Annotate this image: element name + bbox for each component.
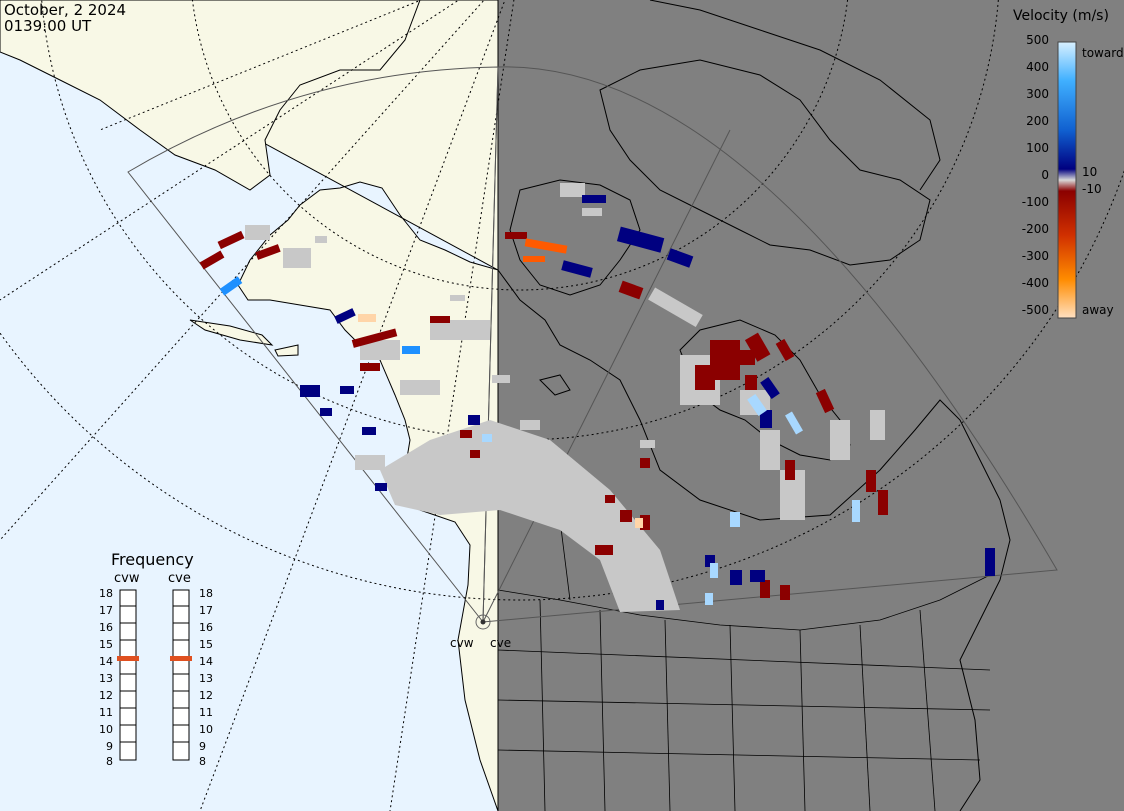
radar-label-cve: cve — [490, 636, 511, 650]
velocity-away-mid — [523, 238, 568, 262]
velocity-legend: Velocity (m/s) 500 400 300 200 100 0 -10… — [1013, 8, 1124, 319]
frequency-tick: 12 — [99, 689, 113, 702]
frequency-radar-cve: cve — [168, 571, 191, 586]
frequency-tick: 8 — [199, 755, 206, 768]
velocity-tick: 0 — [1041, 168, 1049, 182]
frequency-tick: 11 — [99, 706, 113, 719]
frequency-tick: 15 — [99, 638, 113, 651]
frequency-tick: 14 — [199, 655, 213, 668]
radar-sites: cvw cve — [450, 614, 511, 650]
frequency-scale-cvw — [119, 589, 137, 761]
velocity-tick: -300 — [1022, 249, 1049, 263]
frequency-tick: 13 — [99, 672, 113, 685]
velocity-tick: 200 — [1026, 114, 1049, 128]
velocity-tick: 300 — [1026, 87, 1049, 101]
frequency-tick: 15 — [199, 638, 213, 651]
velocity-toward-dark — [300, 195, 995, 610]
frequency-tick: 17 — [99, 604, 113, 617]
frequency-marker-cvw — [117, 656, 139, 661]
velocity-away-dark — [199, 230, 888, 600]
frequency-tick: 12 — [199, 689, 213, 702]
frequency-tick: 10 — [199, 723, 213, 736]
velocity-near-zero-pos: 10 — [1082, 165, 1097, 179]
velocity-away-light — [358, 314, 643, 528]
frequency-panel: Frequency cvw cve 18 17 16 15 14 13 12 1… — [99, 550, 213, 768]
radar-site-marker — [480, 619, 486, 625]
velocity-tick: 500 — [1026, 33, 1049, 47]
velocity-tick: -500 — [1022, 303, 1049, 317]
frequency-tick: 18 — [99, 587, 113, 600]
frequency-tick: 17 — [199, 604, 213, 617]
political-boundaries — [497, 519, 991, 811]
velocity-tick: 400 — [1026, 60, 1049, 74]
map-time: 0139:00 UT — [4, 17, 92, 35]
velocity-colorbar — [1057, 41, 1077, 319]
radar-fov — [127, 66, 1058, 624]
radar-label-cvw: cvw — [450, 636, 474, 650]
velocity-away-label: away — [1082, 303, 1114, 317]
frequency-tick: 11 — [199, 706, 213, 719]
velocity-near-zero-neg: -10 — [1082, 182, 1102, 196]
frequency-radar-cvw: cvw — [114, 571, 140, 586]
velocity-tick: 100 — [1026, 141, 1049, 155]
velocity-toward-label: toward — [1082, 46, 1124, 60]
velocity-tick: -100 — [1022, 195, 1049, 209]
frequency-marker-cve — [170, 656, 192, 661]
radar-site-ring — [475, 614, 491, 630]
map-date: October, 2 2024 — [4, 1, 126, 19]
frequency-tick: 18 — [199, 587, 213, 600]
frequency-labels-left: 18 17 16 15 14 13 12 11 10 9 8 — [99, 587, 113, 768]
velocity-tick: -200 — [1022, 222, 1049, 236]
velocity-toward-mid — [219, 276, 420, 354]
frequency-scale-cve — [172, 589, 190, 761]
frequency-tick: 13 — [199, 672, 213, 685]
frequency-tick: 10 — [99, 723, 113, 736]
velocity-legend-title: Velocity (m/s) — [1013, 8, 1109, 24]
frequency-tick: 8 — [106, 755, 113, 768]
night-coastlines — [497, 0, 1011, 811]
night-region — [498, 0, 1124, 811]
frequency-tick: 14 — [99, 655, 113, 668]
velocity-tick: -400 — [1022, 276, 1049, 290]
frequency-tick: 16 — [199, 621, 213, 634]
frequency-title: Frequency — [111, 550, 194, 569]
frequency-tick: 9 — [199, 740, 206, 753]
frequency-tick: 16 — [99, 621, 113, 634]
velocity-toward-light — [482, 393, 860, 605]
frequency-tick: 9 — [106, 740, 113, 753]
frequency-labels-right: 18 17 16 15 14 13 12 11 10 9 8 — [199, 587, 213, 768]
